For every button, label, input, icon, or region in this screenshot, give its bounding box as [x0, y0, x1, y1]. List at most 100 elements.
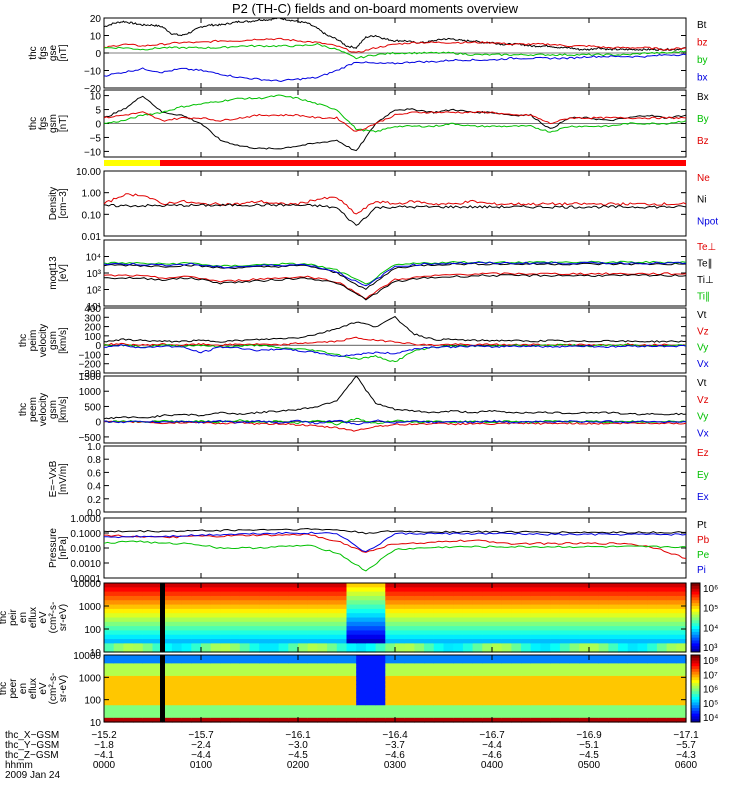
- peir_flux-cell: [530, 626, 542, 632]
- peer_flux-colorbar-label: 10⁷: [703, 670, 718, 681]
- peer_flux-cell: [579, 717, 590, 723]
- peir_flux-cell: [346, 639, 357, 644]
- peir_flux-cell: [666, 647, 677, 653]
- peer_flux-cell: [307, 663, 318, 669]
- peer_flux-cell: [472, 667, 483, 673]
- peer_flux-cell: [152, 701, 163, 706]
- peer_flux-cell: [288, 655, 299, 660]
- peir_flux-cell: [647, 604, 658, 610]
- peer_flux-cell: [288, 688, 299, 694]
- peir_flux-cell: [637, 591, 648, 597]
- peir_flux-cell: [540, 621, 551, 627]
- peir_flux-cell: [521, 626, 532, 632]
- density-ytick-label: 10.00: [76, 167, 101, 178]
- peer_flux-cell: [627, 655, 639, 660]
- peer_flux-cell: [472, 675, 483, 681]
- peer_flux-cell: [608, 688, 619, 694]
- peer_flux-cell: [433, 688, 445, 694]
- peer_flux-cell: [462, 701, 474, 706]
- peir_flux-cell: [327, 608, 338, 614]
- peer_flux-cell: [365, 663, 377, 669]
- peer_flux-cell: [492, 655, 503, 660]
- peir_flux-cell: [104, 617, 115, 623]
- peer_flux-cell: [589, 667, 600, 673]
- peir_flux-cell: [288, 600, 299, 606]
- peir_flux-cell: [676, 634, 687, 640]
- peir_flux-cell: [540, 595, 551, 601]
- peer_flux-cell: [307, 717, 318, 723]
- peer_flux-cell: [123, 667, 134, 673]
- peir_flux-cell: [569, 591, 580, 597]
- peer_flux-cell: [356, 688, 367, 694]
- peer_flux-cell: [171, 705, 183, 711]
- peir_flux-cell: [288, 617, 299, 623]
- peer_flux-cell: [482, 701, 493, 706]
- peer_flux-cell: [395, 675, 406, 681]
- peer_flux-cell: [589, 696, 600, 702]
- peer_flux-cell: [608, 696, 619, 702]
- peer_flux-cell: [433, 692, 445, 698]
- peer_flux-cell: [142, 659, 154, 664]
- peir_flux-cell: [559, 643, 571, 649]
- peir_flux-cell: [579, 613, 590, 619]
- peir_flux-cell: [220, 595, 231, 601]
- peer_flux-cell: [113, 671, 124, 677]
- peir_flux-cell: [676, 630, 687, 636]
- peer_flux-cell: [133, 659, 144, 664]
- fgs_gse-series-bx: [103, 53, 687, 83]
- peir_flux-cell: [579, 583, 590, 588]
- fgs_gse-ytick-label: 10: [90, 32, 102, 43]
- peir_flux-cell: [550, 613, 561, 619]
- peir_flux-cell: [336, 613, 348, 619]
- peer_flux-cell: [618, 680, 629, 685]
- peer_flux-cell: [627, 692, 639, 698]
- peir_flux-cell: [307, 630, 318, 636]
- peir_flux-cell: [104, 608, 115, 614]
- peer_flux-cell: [627, 688, 639, 694]
- peir_flux-cell: [307, 591, 318, 597]
- peir_flux-cell: [414, 595, 425, 601]
- peer_flux-cell: [201, 696, 212, 702]
- peer_flux-cell: [676, 705, 687, 711]
- peir_flux-colorbar-cell: [691, 614, 700, 618]
- peir_flux-cell: [249, 617, 260, 623]
- peer_flux-cell: [171, 717, 183, 723]
- peir_flux-cell: [133, 608, 144, 614]
- peer_flux-cell: [123, 692, 134, 698]
- density-series-Ni: [103, 203, 687, 226]
- xaxis-value: −17.1: [673, 730, 699, 741]
- peir_flux-cell: [220, 643, 231, 649]
- peir_flux-cell: [230, 621, 241, 627]
- peir_flux-cell: [637, 617, 648, 623]
- peir_flux-colorbar-cell: [691, 603, 700, 607]
- peer_flux-cell: [530, 663, 542, 669]
- peir_flux-cell: [666, 587, 677, 593]
- peer_flux-ylabel: eflux: [28, 678, 39, 699]
- peer_flux-cell: [278, 663, 289, 669]
- peir_flux-cell: [210, 595, 221, 601]
- peer_flux-cell: [113, 713, 124, 719]
- peir_flux-cell: [317, 600, 328, 606]
- peir_flux-cell: [511, 634, 522, 640]
- peir_flux-cell: [521, 591, 532, 597]
- peir_flux-cell: [317, 591, 328, 597]
- peer_flux-cell: [395, 655, 406, 660]
- peir_flux-cell: [443, 630, 454, 636]
- peer_flux-cell: [608, 655, 619, 660]
- peer_flux-cell: [433, 713, 445, 719]
- peir_flux-cell: [501, 647, 512, 653]
- peer_flux-cell: [142, 713, 154, 719]
- peir_flux-cell: [346, 595, 357, 601]
- peir_flux-cell: [152, 600, 163, 606]
- peim_vel_gsm-ytick-label: 400: [84, 304, 101, 315]
- peer_flux-cell: [559, 709, 571, 715]
- peer_flux-cell: [113, 717, 124, 723]
- peer_flux-cell: [327, 680, 338, 685]
- peer_flux-cell: [589, 684, 600, 690]
- pressure-ylabel: [nPa]: [58, 536, 69, 560]
- peir_flux-cell: [559, 626, 571, 632]
- peer_flux-cell: [268, 671, 280, 677]
- peer_flux-cell: [317, 680, 328, 685]
- peir_flux-cell: [656, 613, 668, 619]
- peer_flux-cell: [356, 684, 367, 690]
